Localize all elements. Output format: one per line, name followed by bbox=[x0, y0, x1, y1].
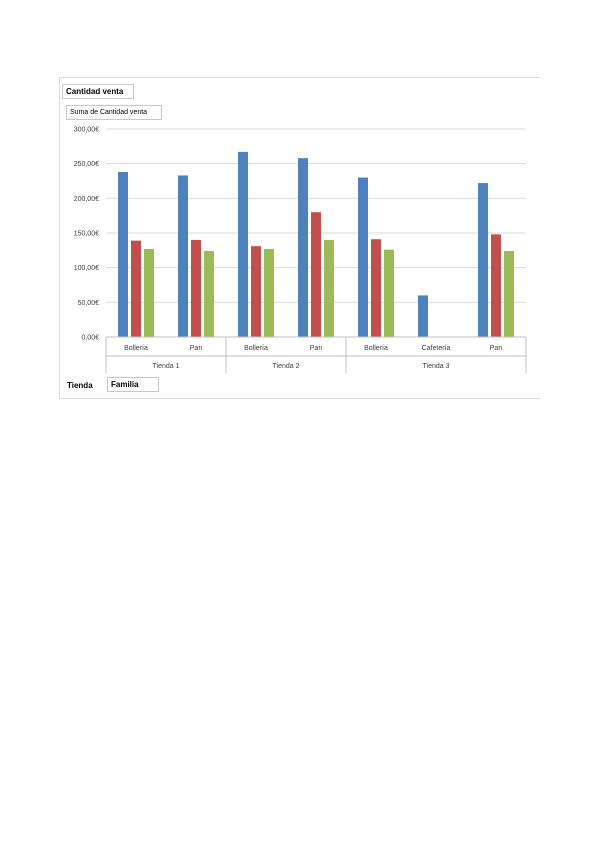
bar bbox=[191, 239, 201, 337]
chart-plot: 0,00€ 50,00€ 100,00€ 150,00€ 200,00€ 250,00€ 3… bbox=[74, 127, 527, 373]
x-tick-label: Pan bbox=[490, 345, 503, 352]
y-tick-label: 100,00€ bbox=[74, 265, 99, 272]
x-tick-label: Bollería bbox=[244, 345, 268, 352]
axes: 0,00€ 50,00€ 100,00€ 150,00€ 200,00€ 250,00€ 3… bbox=[74, 127, 527, 373]
group-label: Tienda 1 bbox=[153, 363, 180, 370]
x-tick-label: Cafetería bbox=[422, 345, 451, 352]
bar bbox=[478, 183, 488, 337]
bar bbox=[298, 158, 308, 337]
x-tick-label: Pan bbox=[190, 345, 203, 352]
x-tick-label: Pan bbox=[310, 345, 323, 352]
x-tick-label: Bollería bbox=[364, 345, 388, 352]
report-filter-field-button[interactable]: Cantidad venta bbox=[62, 84, 134, 99]
y-tick-label: 0,00€ bbox=[81, 335, 99, 342]
axis-field-button-familia[interactable]: Familia bbox=[107, 377, 159, 392]
bar bbox=[264, 248, 274, 337]
bar bbox=[204, 251, 214, 337]
pivot-chart: 0,00€ 50,00€ 100,00€ 150,00€ 200,00€ 250,00€ 3… bbox=[59, 77, 540, 399]
group-label: Tienda 3 bbox=[423, 363, 450, 370]
y-tick-label: 150,00€ bbox=[74, 231, 99, 238]
y-tick-label: 250,00€ bbox=[74, 161, 99, 168]
bar bbox=[118, 171, 128, 337]
bars bbox=[118, 151, 514, 337]
bar bbox=[178, 175, 188, 337]
bar bbox=[504, 251, 514, 337]
bar bbox=[384, 249, 394, 337]
bar bbox=[251, 246, 261, 337]
bar bbox=[371, 239, 381, 337]
bar bbox=[358, 177, 368, 337]
bar bbox=[324, 239, 334, 337]
y-tick-label: 50,00€ bbox=[78, 300, 100, 307]
bar bbox=[144, 248, 154, 337]
bar bbox=[238, 151, 248, 337]
bar bbox=[418, 295, 428, 337]
x-tick-label: Bollería bbox=[124, 345, 148, 352]
axis-field-button-tienda[interactable]: Tienda bbox=[63, 378, 97, 393]
y-tick-label: 200,00€ bbox=[74, 196, 99, 203]
group-label: Tienda 2 bbox=[273, 363, 300, 370]
bar bbox=[311, 212, 321, 337]
value-field-button[interactable]: Suma de Cantidad venta bbox=[66, 105, 162, 120]
bar bbox=[491, 234, 501, 337]
bar bbox=[131, 240, 141, 337]
y-tick-label: 300,00€ bbox=[74, 127, 99, 134]
